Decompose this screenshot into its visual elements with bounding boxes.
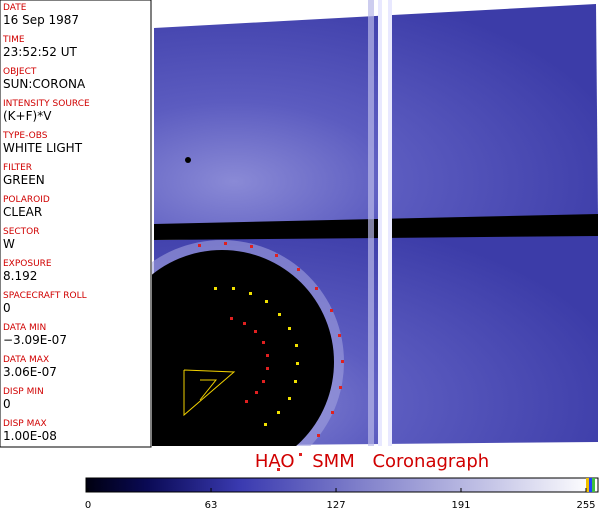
field-label: TYPE-OBS [2, 131, 48, 141]
field-label: SECTOR [3, 227, 40, 237]
marker-dot [266, 354, 269, 357]
colorbar-tick-label: 127 [326, 500, 345, 511]
field-value: 0 [3, 397, 11, 411]
field-value: 1.00E-08 [3, 429, 57, 443]
marker-dot [262, 380, 265, 383]
marker-dot [245, 400, 248, 403]
field-label: FILTER [3, 163, 32, 173]
field-value: W [3, 237, 15, 251]
field-value: CLEAR [3, 205, 42, 219]
marker-dot [264, 423, 267, 426]
colorbar-tick-label: 191 [451, 500, 470, 511]
marker-dot [338, 334, 341, 337]
field-value: SUN:CORONA [3, 77, 86, 91]
marker-dot [331, 411, 334, 414]
marker-dot [266, 367, 269, 370]
field-label: DATA MAX [3, 355, 49, 365]
marker-dot [288, 397, 291, 400]
marker-dot [265, 300, 268, 303]
marker-dot [262, 341, 265, 344]
marker-dot [339, 386, 342, 389]
marker-dot [224, 242, 227, 245]
info-panel [0, 0, 152, 448]
field-value: 16 Sep 1987 [3, 13, 79, 27]
field-label: EXPOSURE [3, 259, 52, 269]
field-label: DATE [3, 3, 27, 13]
marker-dot [277, 411, 280, 414]
field-label: POLAROID [3, 195, 50, 205]
marker-dot [278, 313, 281, 316]
marker-dot [230, 317, 233, 320]
field-label: INTENSITY SOURCE [3, 99, 90, 109]
image-title: HAO SMM Coronagraph [255, 451, 489, 472]
marker-dot [299, 453, 302, 456]
field-label: DATA MIN [3, 323, 46, 333]
field-label: DISP MIN [3, 387, 44, 397]
field-value: 8.192 [3, 269, 37, 283]
marker-dot [254, 330, 257, 333]
coronagraph-image [152, 0, 598, 446]
field-label: DISP MAX [3, 419, 47, 429]
field-label: SPACECRAFT ROLL [3, 291, 87, 301]
field-value: WHITE LIGHT [3, 141, 83, 155]
marker-dot [317, 434, 320, 437]
marker-dot [330, 309, 333, 312]
field-value: −3.09E-07 [3, 333, 67, 347]
field-value: 0 [3, 301, 11, 315]
marker-dot [297, 268, 300, 271]
colorbar [85, 477, 599, 493]
marker-dot [275, 254, 278, 257]
marker-dot [315, 287, 318, 290]
field-value: GREEN [3, 173, 45, 187]
marker-dot [288, 327, 291, 330]
marker-dot [250, 245, 253, 248]
marker-dot [341, 360, 344, 363]
marker-dot [296, 362, 299, 365]
field-label: TIME [2, 35, 25, 45]
marker-dot [294, 380, 297, 383]
marker-dot [214, 287, 217, 290]
colorbar-tick-label: 0 [85, 500, 91, 511]
marker-dot [255, 391, 258, 394]
marker-dot [277, 468, 280, 471]
marker-dot [295, 344, 298, 347]
field-label: OBJECT [3, 67, 37, 77]
field-value: 3.06E-07 [3, 365, 57, 379]
marker-dot [198, 244, 201, 247]
marker-dot [232, 287, 235, 290]
field-value: 23:52:52 UT [3, 45, 77, 59]
field-value: (K+F)*V [3, 109, 52, 123]
marker-dot [243, 322, 246, 325]
colorbar-tick-label: 255 [576, 500, 595, 511]
marker-dot [249, 292, 252, 295]
colorbar-tick-label: 63 [205, 500, 218, 511]
